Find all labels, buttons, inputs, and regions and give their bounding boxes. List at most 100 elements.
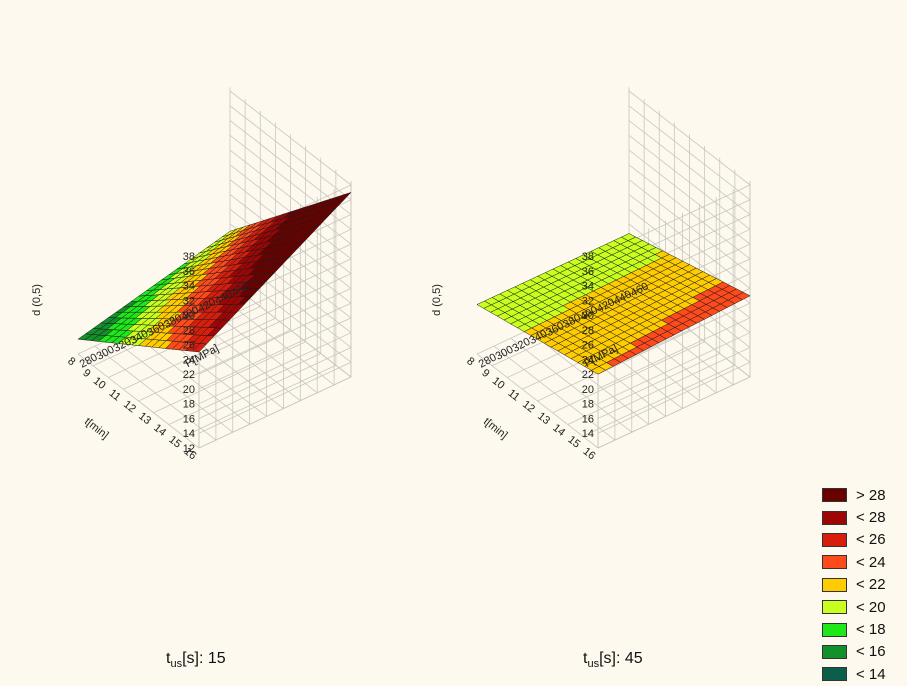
t-tick-label: 11 xyxy=(107,387,123,403)
z-tick-label: 38 xyxy=(183,251,195,263)
z-tick-label: 30 xyxy=(183,310,195,322)
z-tick-label: 24 xyxy=(183,354,195,366)
wall-gridline xyxy=(628,90,751,186)
legend-item: < 18 xyxy=(822,618,906,640)
t-tick-label: 11 xyxy=(506,387,522,403)
surface-cell xyxy=(620,233,637,241)
wall-gridline xyxy=(198,332,352,405)
caption-left-suffix: [s]: 15 xyxy=(182,650,226,667)
z-tick-label: 36 xyxy=(183,266,195,278)
z-tick-label: 34 xyxy=(582,281,594,293)
wall-gridline xyxy=(198,273,352,345)
wall-gridline xyxy=(628,194,751,289)
legend-label: < 16 xyxy=(856,643,886,661)
z-tick-label: 36 xyxy=(582,266,594,278)
caption-left-sub: us xyxy=(170,658,183,671)
legend-label: < 22 xyxy=(856,576,886,594)
z-tick-label: 22 xyxy=(183,369,195,381)
color-legend: > 28 < 28 < 26 < 24 < 22 < 20 < 18 < 16 xyxy=(822,484,906,686)
t-tick-label: 14 xyxy=(550,422,567,439)
z-tick-label: 28 xyxy=(582,325,594,337)
wall-gridline xyxy=(198,317,352,390)
legend-swatch xyxy=(822,488,847,503)
z-axis-label: d (0,5) xyxy=(31,284,43,316)
floor-gridline xyxy=(582,364,736,437)
z-tick-label: 32 xyxy=(183,295,195,307)
legend-swatch xyxy=(822,510,847,525)
z-tick-label: 26 xyxy=(183,340,195,352)
t-tick-label: 8 xyxy=(464,355,476,368)
caption-right-sub: us xyxy=(587,658,600,671)
z-tick-label: 18 xyxy=(183,399,195,411)
wall-gridline xyxy=(198,361,352,434)
legend-swatch xyxy=(822,555,847,570)
caption-right-prefix: t xyxy=(583,650,588,667)
legend-item: > 28 xyxy=(822,484,906,506)
t-axis-label: t[min] xyxy=(82,416,111,442)
legend-swatch xyxy=(822,644,847,659)
floor-gridline xyxy=(567,353,720,425)
z-tick-label: 14 xyxy=(183,428,195,440)
z-tick-label: 22 xyxy=(582,369,594,381)
floor-gridline xyxy=(153,341,306,414)
z-tick-label: 34 xyxy=(183,281,195,293)
wall-gridline xyxy=(628,134,751,230)
caption-left: tus[s]: 15 xyxy=(166,650,226,670)
floor-gridline xyxy=(183,364,337,437)
wall-gridline xyxy=(597,376,751,449)
wall-gridline xyxy=(628,120,751,215)
z-tick-label: 14 xyxy=(582,428,594,440)
wall-gridline xyxy=(597,317,751,390)
t-tick-label: 10 xyxy=(91,375,108,392)
floor-gridline xyxy=(552,341,705,414)
surface-mesh xyxy=(476,233,751,375)
wall-gridline xyxy=(597,302,751,375)
legend-item: < 24 xyxy=(822,551,906,573)
z-tick-label: 18 xyxy=(582,399,594,411)
t-tick-label: 13 xyxy=(136,410,153,427)
legend-swatch xyxy=(822,577,847,592)
legend-item: < 14 xyxy=(822,663,906,685)
z-tick-label: 12 xyxy=(183,443,195,455)
legend-swatch xyxy=(822,532,847,547)
z-tick-label: 38 xyxy=(582,251,594,263)
legend-label: < 28 xyxy=(856,509,886,527)
surface-cell xyxy=(222,228,237,237)
t-tick-label: 16 xyxy=(181,445,198,462)
z-tick-label: 20 xyxy=(582,384,594,396)
t-tick-label: 16 xyxy=(580,445,597,462)
t-tick-label: 12 xyxy=(520,398,537,415)
z-tick-label: 16 xyxy=(582,413,594,425)
legend-label: < 24 xyxy=(856,553,886,571)
z-tick-label: 32 xyxy=(582,295,594,307)
wall-gridline xyxy=(198,288,352,360)
legend-label: < 20 xyxy=(856,598,886,616)
legend-label: < 14 xyxy=(856,665,886,683)
legend-label: < 26 xyxy=(856,531,886,549)
z-tick-label: 20 xyxy=(183,384,195,396)
t-tick-label: 12 xyxy=(121,398,138,415)
t-tick-label: 8 xyxy=(65,355,77,368)
caption-left-prefix: t xyxy=(166,650,171,667)
z-tick-label: 24 xyxy=(582,354,594,366)
wall-gridline xyxy=(597,347,751,419)
floor-gridline xyxy=(168,353,321,425)
t-tick-label: 13 xyxy=(535,410,552,427)
wall-gridline xyxy=(229,90,352,186)
t-tick-label: 14 xyxy=(151,422,168,439)
legend-item: < 28 xyxy=(822,506,906,528)
floor-gridline xyxy=(138,329,291,402)
legend-item: < 20 xyxy=(822,596,906,618)
legend-swatch xyxy=(822,667,847,682)
wall-gridline xyxy=(628,179,751,274)
t-axis-label: t[min] xyxy=(481,416,510,442)
surface-mesh xyxy=(77,191,352,353)
wall-gridline xyxy=(628,105,751,201)
wall-gridline xyxy=(628,149,751,245)
legend-item: < 22 xyxy=(822,574,906,596)
wall-gridline xyxy=(597,361,751,434)
